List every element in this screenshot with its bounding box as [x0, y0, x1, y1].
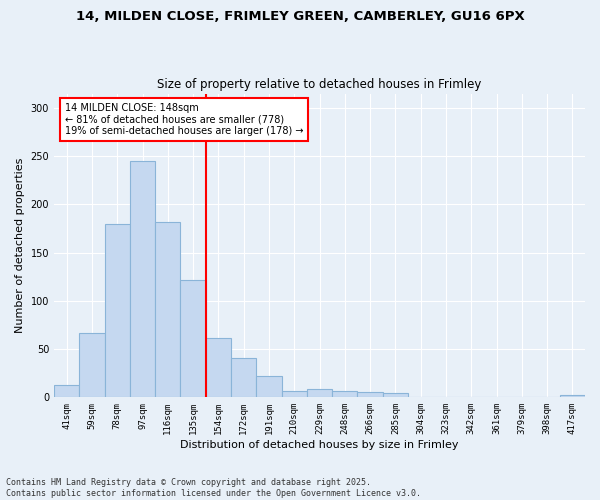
X-axis label: Distribution of detached houses by size in Frimley: Distribution of detached houses by size … — [180, 440, 459, 450]
Title: Size of property relative to detached houses in Frimley: Size of property relative to detached ho… — [157, 78, 482, 91]
Bar — [560, 396, 585, 398]
Bar — [231, 358, 256, 398]
Bar — [155, 222, 181, 398]
Y-axis label: Number of detached properties: Number of detached properties — [15, 158, 25, 333]
Bar — [79, 332, 104, 398]
Bar — [104, 224, 130, 398]
Bar — [281, 390, 307, 398]
Bar — [307, 388, 332, 398]
Text: 14 MILDEN CLOSE: 148sqm
← 81% of detached houses are smaller (778)
19% of semi-d: 14 MILDEN CLOSE: 148sqm ← 81% of detache… — [65, 102, 303, 136]
Bar — [358, 392, 383, 398]
Bar — [130, 161, 155, 398]
Text: Contains HM Land Registry data © Crown copyright and database right 2025.
Contai: Contains HM Land Registry data © Crown c… — [6, 478, 421, 498]
Bar — [383, 394, 408, 398]
Text: 14, MILDEN CLOSE, FRIMLEY GREEN, CAMBERLEY, GU16 6PX: 14, MILDEN CLOSE, FRIMLEY GREEN, CAMBERL… — [76, 10, 524, 23]
Bar — [332, 390, 358, 398]
Bar — [206, 338, 231, 398]
Bar — [54, 385, 79, 398]
Bar — [181, 280, 206, 398]
Bar — [256, 376, 281, 398]
